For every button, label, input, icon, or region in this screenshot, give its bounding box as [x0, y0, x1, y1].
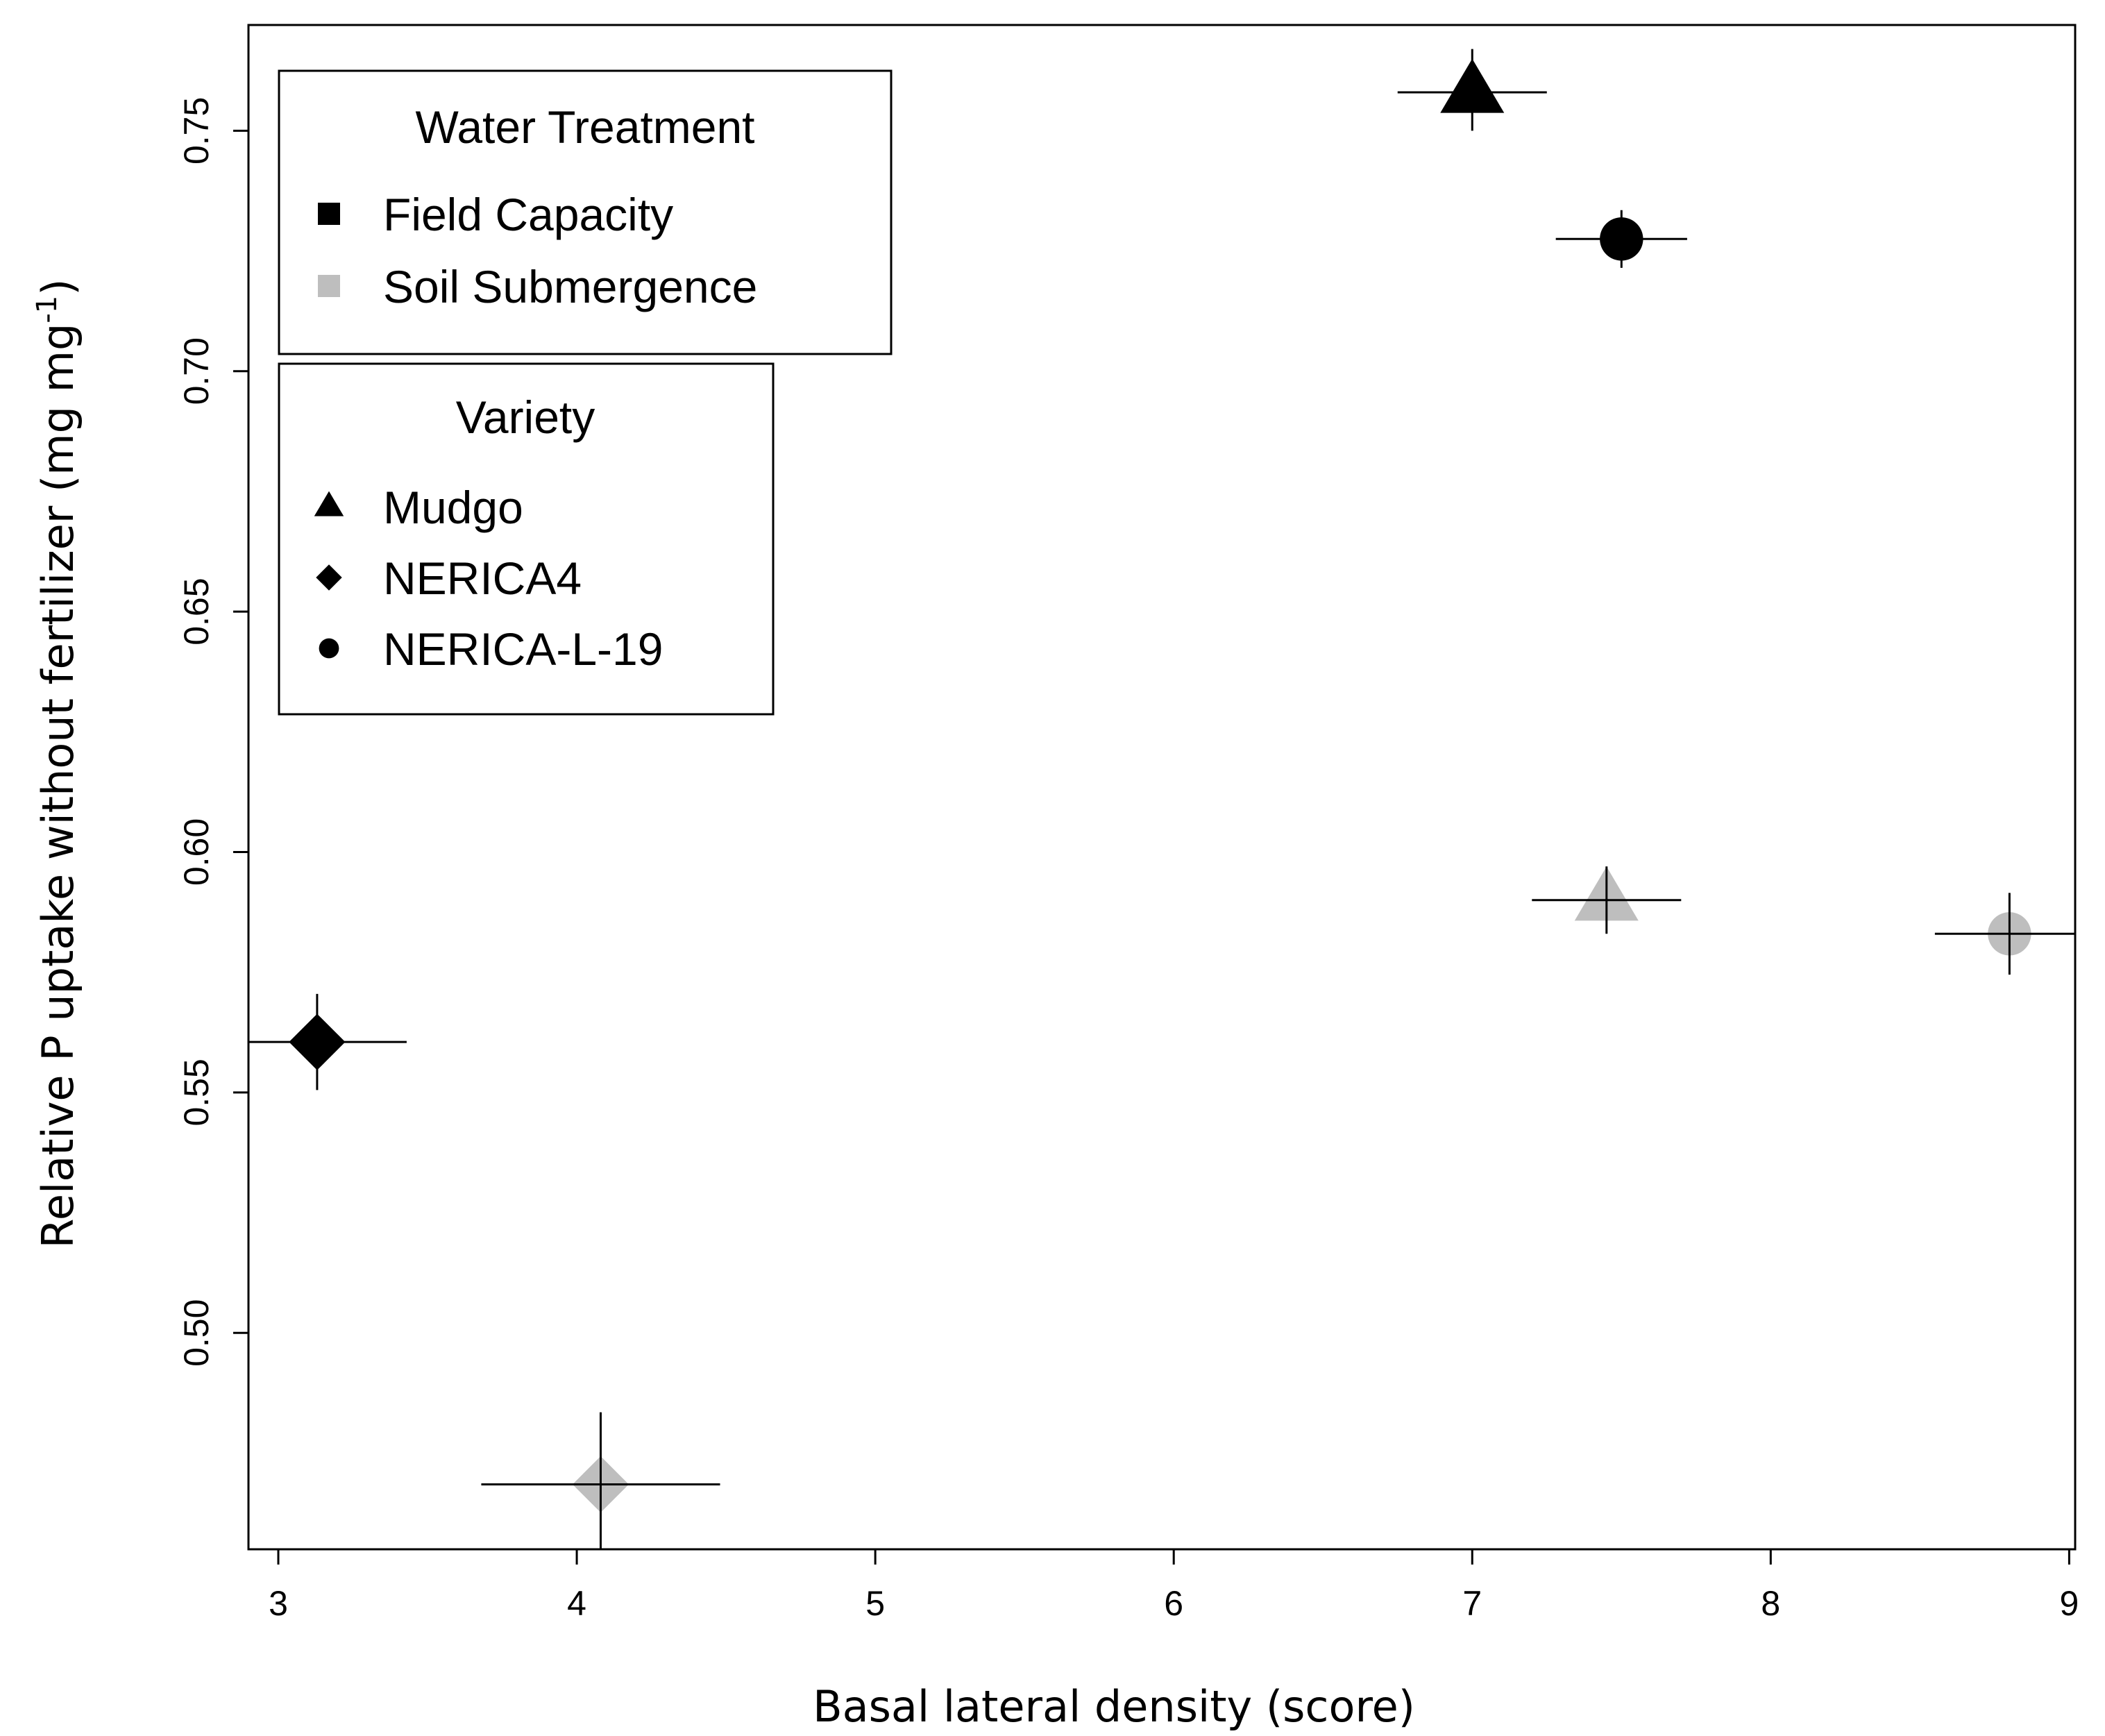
point-nerica-l-19-soil-submergence: [1934, 893, 2075, 975]
legend-label: NERICA-L-19: [383, 623, 663, 675]
y-axis-title-superscript: -1: [31, 296, 63, 323]
legend-label: Soil Submergence: [383, 261, 757, 312]
legend-swatch-field-capacity: [318, 203, 340, 225]
point-nerica-l-19-field-capacity: [1555, 210, 1687, 268]
legend-swatch-mudgo: [314, 491, 344, 516]
point-nerica4-soil-submergence: [481, 1412, 720, 1549]
x-tick-label: 9: [2059, 1584, 2079, 1623]
legends: Water Treatment Field Capacity Soil Submer…: [278, 69, 893, 716]
y-tick-label: 0.60: [177, 818, 216, 886]
legend-variety-title: Variety: [456, 391, 595, 443]
legend-water-treatment-title: Water Treatment: [415, 101, 754, 153]
legend-swatch-nerica4: [316, 564, 342, 591]
y-tick-label: 0.65: [177, 578, 216, 645]
x-tick-label: 5: [865, 1584, 885, 1623]
y-axis-title: Relative P uptake without fertilizer (mg…: [31, 279, 83, 1249]
x-tick-label: 4: [567, 1584, 586, 1623]
x-tick-label: 8: [1761, 1584, 1780, 1623]
x-axis-title: Basal lateral density (score): [813, 1681, 1415, 1732]
y-tick-label: 0.75: [177, 97, 216, 165]
legend-water-treatment-box: [278, 69, 893, 355]
y-tick-label: 0.70: [177, 337, 216, 405]
y-axis-title-close: ): [33, 279, 83, 296]
x-tick-label: 6: [1164, 1584, 1183, 1623]
legend-label: Field Capacity: [383, 189, 673, 240]
y-axis-title-main: Relative P uptake without fertilizer (mg…: [33, 323, 83, 1249]
x-tick-label: 3: [269, 1584, 288, 1623]
legend-swatch-soil-submergence: [318, 275, 340, 297]
legend-variety: Variety Mudgo NERICA4 NERICA-L-19: [278, 362, 775, 716]
point-nerica4-field-capacity: [248, 993, 407, 1090]
legend-water-treatment: Water Treatment Field Capacity Soil Submer…: [278, 69, 893, 355]
y-axis: 0.50 0.55 0.60 0.65 0.70 0.75: [177, 97, 250, 1367]
legend-variety-box: [278, 362, 775, 716]
x-axis: 3 4 5 6 7 8 9: [269, 1548, 2079, 1623]
legend-label: NERICA4: [383, 553, 582, 604]
y-tick-label: 0.55: [177, 1059, 216, 1126]
y-tick-label: 0.50: [177, 1299, 216, 1367]
legend-swatch-nerica-l-19: [319, 638, 339, 659]
data-points: [248, 49, 2075, 1549]
point-mudgo-field-capacity: [1397, 49, 1547, 131]
point-mudgo-soil-submergence: [1532, 866, 1682, 934]
legend-label: Mudgo: [383, 482, 523, 533]
x-tick-label: 7: [1462, 1584, 1482, 1623]
